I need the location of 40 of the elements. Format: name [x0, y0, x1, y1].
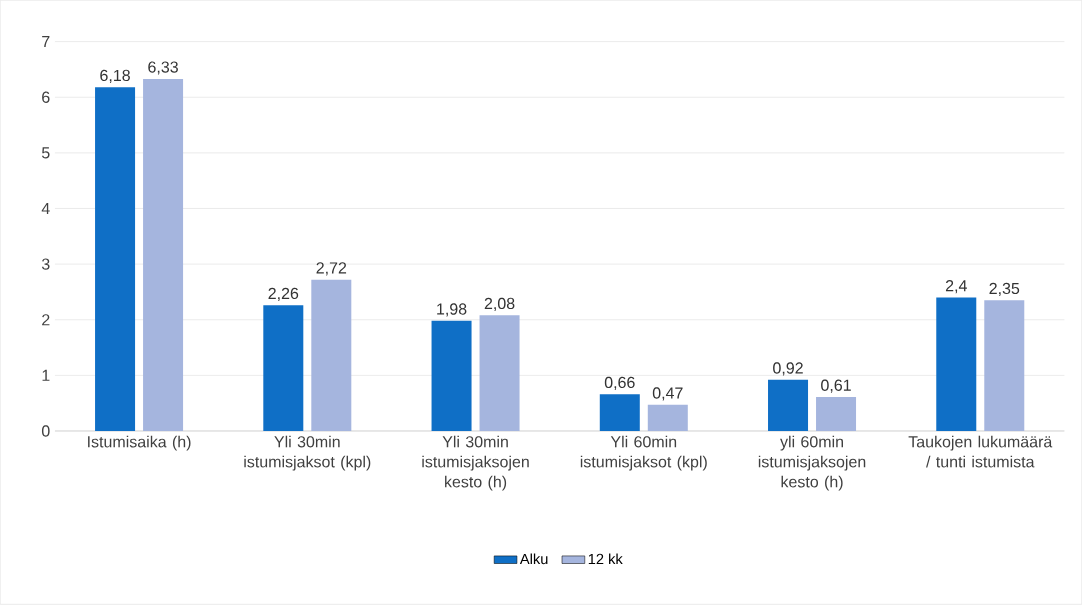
bar	[311, 279, 352, 432]
data-label: 0,92	[773, 362, 803, 376]
y-tick-label: 5	[41, 147, 50, 159]
bar	[599, 394, 640, 432]
y-tick-label: 1	[42, 370, 50, 382]
y-tick-label: 7	[42, 36, 50, 48]
bar	[95, 87, 136, 432]
x-tick-label: Yli 30min istumisjaksojen kesto (h)	[422, 435, 529, 491]
bar	[143, 79, 184, 432]
data-label: 0,47	[652, 387, 683, 401]
data-label: 6,33	[148, 61, 178, 75]
data-label: 0,61	[821, 379, 851, 393]
y-tick-label: 0	[41, 425, 50, 437]
data-label: 2,72	[316, 262, 347, 276]
x-tick-label: Yli 30min istumisjaksot (kpl)	[244, 435, 371, 471]
data-label: 6,18	[100, 69, 130, 84]
x-tick-label: Yli 60min istumisjaksot (kpl)	[580, 435, 707, 471]
data-label: 2,26	[268, 287, 299, 302]
data-label: 1,98	[437, 303, 467, 317]
bar	[816, 397, 857, 432]
y-tick-label: 6	[42, 91, 50, 104]
bar	[431, 321, 472, 432]
y-tick-label: 4	[41, 203, 50, 215]
data-label: 2,35	[989, 282, 1020, 297]
x-tick-label: yli 60min istumisjaksojen kesto (h)	[758, 435, 866, 491]
x-tick-label: Istumisaika (h)	[88, 435, 191, 451]
legend-label: 12 kk	[588, 553, 623, 565]
bar	[984, 300, 1025, 432]
bar	[263, 305, 304, 432]
data-label: 2,4	[945, 280, 967, 294]
bar	[479, 315, 520, 432]
legend-label: Alku	[519, 553, 548, 565]
x-tick-label: Taukojen lukumäärä / tunti istumista	[908, 435, 1053, 468]
data-label: 0,66	[604, 376, 635, 391]
bar	[936, 297, 977, 432]
bar	[768, 380, 809, 432]
y-tick-label: 2	[42, 314, 50, 326]
data-label: 2,08	[484, 298, 515, 312]
bar	[647, 405, 688, 432]
y-tick-label: 3	[41, 258, 50, 270]
